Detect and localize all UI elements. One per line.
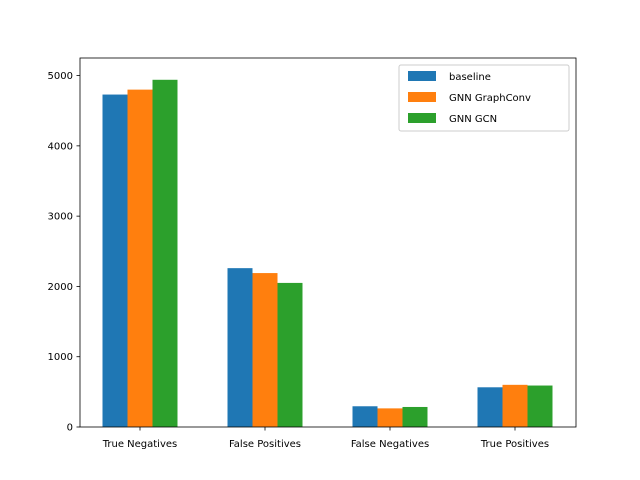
- legend-swatch: [408, 92, 436, 102]
- plot-frame: [79, 57, 577, 428]
- legend: baseline GNN GraphConv GNN GCN: [398, 64, 570, 132]
- bar-gnn-gcn-2: [402, 406, 428, 427]
- x-tick-label: False Positives: [229, 439, 301, 450]
- bar-gnn-gcn-3: [527, 385, 553, 427]
- y-tick-label: 0: [67, 423, 73, 434]
- legend-swatch: [408, 113, 436, 123]
- y-tick-label: 2000: [48, 282, 73, 293]
- y-tick-label: 1000: [48, 352, 73, 363]
- legend-swatch: [408, 71, 436, 81]
- legend-label: GNN GraphConv: [449, 93, 531, 104]
- x-tick-label: False Negatives: [351, 439, 429, 450]
- axes-group: 0 1000 2000 3000 4000 5000 True Negatives False…: [48, 57, 577, 450]
- bar-gnn-gcn-1: [277, 282, 303, 427]
- legend-label: GNN GCN: [449, 114, 497, 125]
- legend-label: baseline: [449, 72, 491, 83]
- bars-group: [102, 79, 553, 427]
- bar-baseline-2: [352, 406, 378, 427]
- bar-gnn-gcn-0: [152, 79, 178, 427]
- y-tick-label: 5000: [48, 71, 73, 82]
- bar-baseline-0: [102, 94, 128, 427]
- bar-gnn-graphconv-0: [127, 89, 153, 427]
- x-tick-label: True Positives: [480, 439, 549, 450]
- y-tick-label: 4000: [48, 141, 73, 152]
- bar-baseline-3: [477, 387, 503, 427]
- bar-gnn-graphconv-2: [377, 408, 403, 427]
- legend-box: [398, 64, 570, 132]
- y-tick-label: 3000: [48, 212, 73, 223]
- x-tick-label: True Negatives: [102, 439, 178, 450]
- bar-baseline-1: [227, 268, 253, 427]
- bar-gnn-graphconv-1: [252, 273, 278, 427]
- bar-gnn-graphconv-3: [502, 384, 528, 427]
